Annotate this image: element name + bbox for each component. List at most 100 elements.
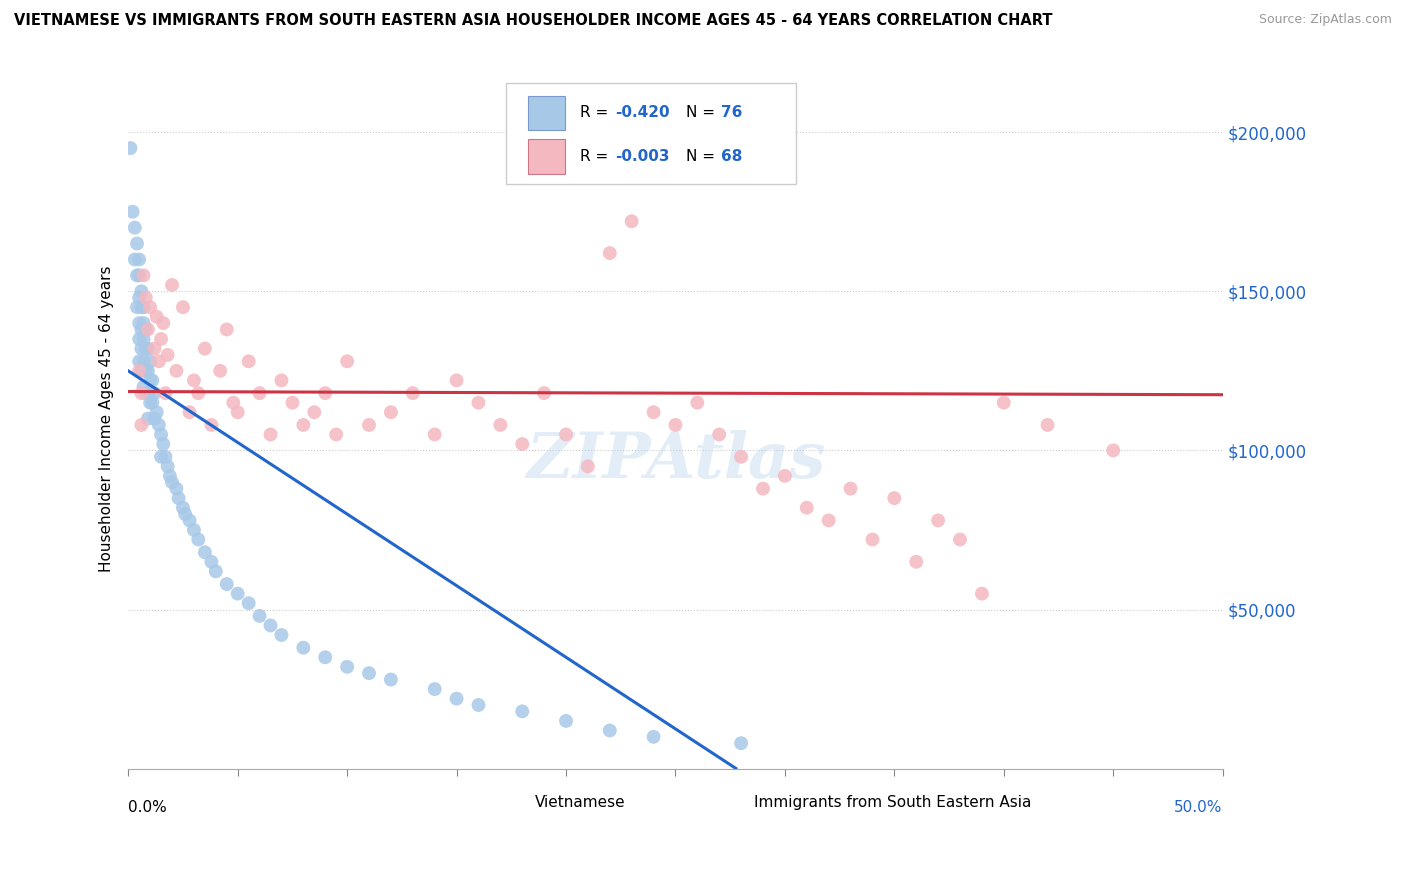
Point <box>883 491 905 505</box>
Point <box>139 373 162 387</box>
Point <box>179 513 201 527</box>
Point <box>143 411 166 425</box>
Y-axis label: Householder Income Ages 45 - 64 years: Householder Income Ages 45 - 64 years <box>100 265 114 572</box>
Point <box>124 220 146 235</box>
Point <box>238 596 260 610</box>
Point <box>128 291 150 305</box>
Point <box>1102 443 1125 458</box>
Point <box>143 386 166 401</box>
Point <box>686 395 709 409</box>
Point <box>125 268 148 283</box>
Point <box>839 482 862 496</box>
Point <box>131 322 153 336</box>
Point <box>174 507 197 521</box>
Point <box>949 533 972 547</box>
Point <box>156 348 179 362</box>
Point <box>200 417 222 432</box>
Point <box>183 523 205 537</box>
Point <box>128 268 150 283</box>
Point <box>132 316 155 330</box>
Point <box>139 395 162 409</box>
Point <box>156 459 179 474</box>
Point <box>446 373 468 387</box>
Text: 76: 76 <box>721 105 742 120</box>
Point <box>145 405 167 419</box>
Point <box>150 450 173 464</box>
Text: Vietnamese: Vietnamese <box>536 795 626 810</box>
Point <box>155 450 177 464</box>
Text: 0.0%: 0.0% <box>128 800 167 815</box>
Point <box>709 427 731 442</box>
Point <box>148 354 170 368</box>
Point <box>796 500 818 515</box>
Point <box>325 427 347 442</box>
Point <box>172 300 194 314</box>
Point <box>222 395 245 409</box>
Point <box>128 354 150 368</box>
Point <box>357 666 380 681</box>
Point <box>145 310 167 324</box>
Point <box>314 386 336 401</box>
Text: 68: 68 <box>721 149 742 163</box>
Point <box>259 618 281 632</box>
Point <box>204 565 226 579</box>
Point <box>131 417 153 432</box>
Text: R =: R = <box>581 105 613 120</box>
Point <box>970 586 993 600</box>
Point <box>150 332 173 346</box>
Text: N =: N = <box>686 105 720 120</box>
Point <box>993 395 1015 409</box>
Text: -0.420: -0.420 <box>616 105 669 120</box>
Point <box>467 698 489 712</box>
FancyBboxPatch shape <box>492 787 527 818</box>
Point <box>120 141 142 155</box>
Point <box>1036 417 1059 432</box>
Point <box>281 395 304 409</box>
Point <box>380 673 402 687</box>
Point <box>131 386 153 401</box>
Text: 50.0%: 50.0% <box>1174 800 1223 815</box>
Point <box>124 252 146 267</box>
Point <box>165 364 187 378</box>
Point <box>292 640 315 655</box>
Point <box>576 459 599 474</box>
Point <box>128 252 150 267</box>
Text: Source: ZipAtlas.com: Source: ZipAtlas.com <box>1258 13 1392 27</box>
Point <box>292 417 315 432</box>
Point <box>136 342 159 356</box>
Point <box>165 482 187 496</box>
Point <box>752 482 775 496</box>
Text: -0.003: -0.003 <box>616 149 669 163</box>
Point <box>135 291 157 305</box>
Point <box>817 513 839 527</box>
Point <box>160 475 183 490</box>
FancyBboxPatch shape <box>527 95 565 130</box>
Point <box>643 405 665 419</box>
Point <box>183 373 205 387</box>
Point <box>270 628 292 642</box>
Point <box>160 277 183 292</box>
Point <box>121 204 143 219</box>
Point <box>446 691 468 706</box>
Point <box>136 411 159 425</box>
Point <box>132 332 155 346</box>
Text: ZIPAtlas: ZIPAtlas <box>526 430 825 491</box>
Point <box>336 660 359 674</box>
Point <box>135 342 157 356</box>
Point <box>200 555 222 569</box>
Point <box>664 417 686 432</box>
Point <box>148 417 170 432</box>
Point <box>209 364 232 378</box>
Point <box>423 427 446 442</box>
Text: R =: R = <box>581 149 613 163</box>
Point <box>555 714 578 728</box>
Text: Immigrants from South Eastern Asia: Immigrants from South Eastern Asia <box>754 795 1032 810</box>
Point <box>599 246 621 260</box>
Point <box>249 608 271 623</box>
Point <box>143 342 166 356</box>
Point <box>402 386 425 401</box>
Point <box>159 468 181 483</box>
Point <box>423 682 446 697</box>
Point <box>172 500 194 515</box>
Point <box>125 300 148 314</box>
